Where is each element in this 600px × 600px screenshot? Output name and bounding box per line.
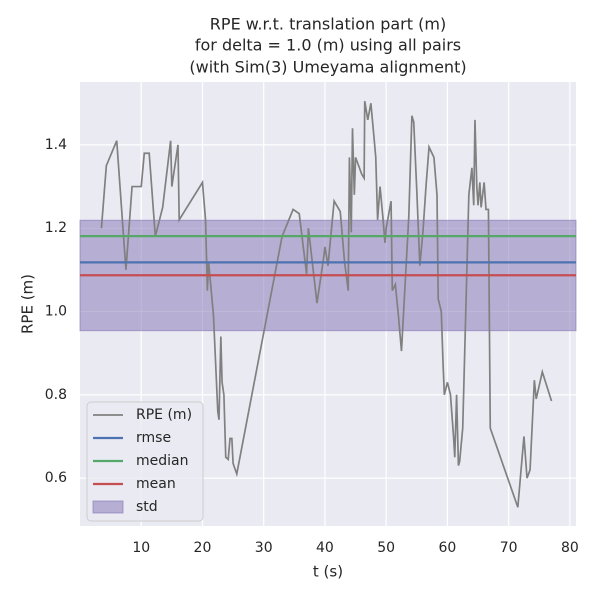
y-axis-label: RPE (m) — [19, 274, 37, 334]
x-tick-label: 10 — [132, 540, 150, 556]
x-tick-label: 30 — [255, 540, 273, 556]
x-axis-label: t (s) — [313, 563, 343, 581]
legend-label: std — [136, 499, 158, 515]
x-tick-label: 60 — [438, 540, 456, 556]
legend-label: RPE (m) — [136, 407, 192, 423]
legend-label: median — [136, 453, 188, 469]
y-tick-label: 1.2 — [45, 220, 67, 236]
y-tick-label: 0.8 — [45, 387, 67, 403]
x-tick-label: 50 — [377, 540, 395, 556]
y-tick-label: 1.4 — [45, 137, 67, 153]
x-tick-label: 80 — [561, 540, 579, 556]
x-tick-label: 20 — [194, 540, 212, 556]
legend-box — [86, 401, 204, 522]
y-tick-label: 0.6 — [45, 470, 67, 486]
title-line: RPE w.r.t. translation part (m) — [210, 15, 446, 34]
legend-label: rmse — [136, 430, 171, 446]
legend-label: mean — [136, 476, 176, 492]
x-tick-label: 70 — [500, 540, 518, 556]
title-line: for delta = 1.0 (m) using all pairs — [195, 36, 461, 55]
y-tick-label: 1.0 — [45, 303, 67, 319]
x-tick-label: 40 — [316, 540, 334, 556]
rpe-line — [100, 101, 553, 508]
legend-swatch — [92, 500, 124, 514]
title-line: (with Sim(3) Umeyama alignment) — [189, 58, 466, 77]
